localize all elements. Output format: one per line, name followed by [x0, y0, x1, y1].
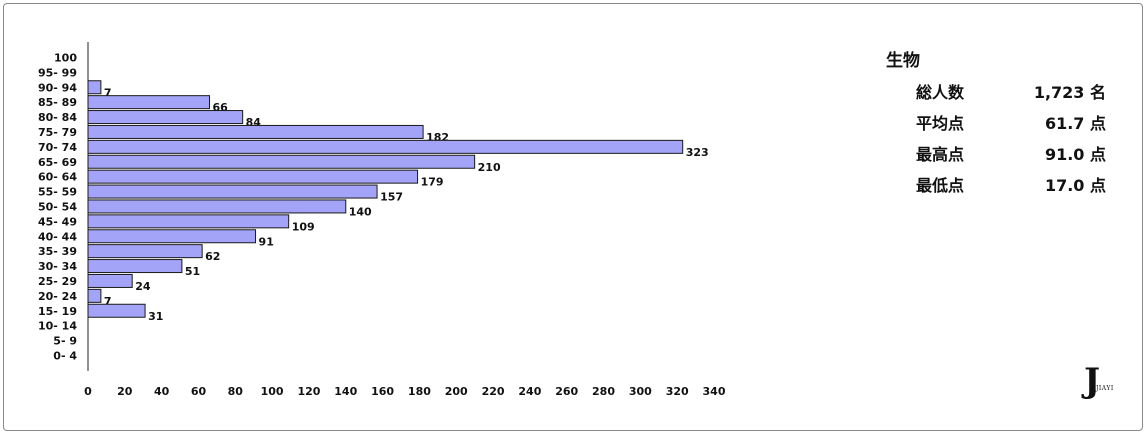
- bar: [87, 229, 257, 244]
- y-tick-label: 30- 34: [38, 260, 77, 273]
- y-tick-label: 5- 9: [53, 335, 77, 348]
- subject-title: 生物: [886, 51, 920, 71]
- stat-value: 91.0 点: [1044, 145, 1106, 164]
- x-tick-label: 300: [629, 385, 652, 398]
- x-tick-label: 40: [154, 385, 170, 398]
- x-tick-label: 100: [261, 385, 284, 398]
- y-tick-label: 40- 44: [38, 230, 77, 243]
- data-label: 51: [185, 265, 200, 278]
- data-label: 323: [686, 146, 709, 159]
- bar: [87, 244, 203, 259]
- x-tick-label: 80: [228, 385, 244, 398]
- x-tick-label: 140: [334, 385, 357, 398]
- y-tick-label: 65- 69: [38, 156, 77, 169]
- bar: [87, 169, 419, 184]
- stat-row-total: 総人数 1,723 名: [886, 79, 1126, 110]
- stats-panel: 生物 総人数 1,723 名 平均点 61.7 点 最高点 91.0 点 最低点…: [886, 46, 1126, 203]
- x-tick-label: 20: [117, 385, 133, 398]
- logo-mark: J: [1084, 361, 1101, 401]
- stat-label: 平均点: [916, 114, 965, 133]
- bar: [87, 95, 211, 110]
- y-tick-label: 20- 24: [38, 290, 77, 303]
- brand-logo: J JIAYI: [1084, 362, 1124, 402]
- x-tick-label: 220: [482, 385, 505, 398]
- x-tick-label: 0: [84, 385, 92, 398]
- y-tick-label: 80- 84: [38, 111, 77, 124]
- bar: [87, 139, 684, 154]
- data-label: 210: [478, 161, 501, 174]
- y-tick-label: 95- 99: [38, 66, 77, 79]
- y-tick-label: 25- 29: [38, 275, 77, 288]
- stat-value: 61.7 点: [1044, 114, 1106, 133]
- data-label: 31: [148, 310, 163, 323]
- x-tick-label: 180: [408, 385, 431, 398]
- data-label: 109: [292, 220, 315, 233]
- y-tick-label: 45- 49: [38, 215, 77, 228]
- y-tick-label: 55- 59: [38, 186, 77, 199]
- x-tick-label: 240: [518, 385, 541, 398]
- bar: [87, 110, 244, 125]
- stat-label: 最高点: [916, 145, 965, 164]
- bar: [87, 214, 290, 229]
- stat-value: 17.0 点: [1044, 176, 1106, 195]
- y-tick-label: 85- 89: [38, 96, 77, 109]
- y-tick-label: 0- 4: [53, 349, 77, 362]
- data-label: 140: [349, 205, 372, 218]
- bar: [87, 259, 183, 274]
- y-tick-label: 50- 54: [38, 200, 77, 213]
- y-tick-label: 75- 79: [38, 126, 77, 139]
- logo-subtext: JIAYI: [1096, 385, 1114, 392]
- y-tick-label: 35- 39: [38, 245, 77, 258]
- bar: [87, 154, 476, 169]
- y-tick-label: 10- 14: [38, 320, 77, 333]
- bar: [87, 124, 424, 139]
- data-label: 7: [104, 86, 112, 99]
- data-label: 157: [380, 191, 403, 204]
- y-tick-label: 100: [54, 51, 77, 64]
- data-label: 24: [135, 280, 151, 293]
- x-tick-label: 320: [666, 385, 689, 398]
- bar: [87, 303, 146, 318]
- x-tick-label: 280: [592, 385, 615, 398]
- x-tick-label: 200: [445, 385, 468, 398]
- bar: [87, 199, 347, 214]
- data-label: 179: [421, 176, 444, 189]
- data-label: 7: [104, 295, 112, 308]
- y-tick-label: 70- 74: [38, 141, 77, 154]
- stat-row-max: 最高点 91.0 点: [886, 141, 1126, 172]
- data-label: 91: [259, 235, 274, 248]
- stat-value: 1,723 名: [1033, 83, 1106, 102]
- stat-label: 総人数: [916, 83, 965, 102]
- x-tick-label: 160: [371, 385, 394, 398]
- x-tick-label: 120: [297, 385, 320, 398]
- y-tick-label: 60- 64: [38, 171, 77, 184]
- x-tick-label: 260: [555, 385, 578, 398]
- stat-row-average: 平均点 61.7 点: [886, 110, 1126, 141]
- x-tick-label: 60: [191, 385, 207, 398]
- data-label: 62: [205, 250, 220, 263]
- bar: [87, 273, 133, 288]
- y-tick-label: 15- 19: [38, 305, 77, 318]
- y-tick-label: 90- 94: [38, 81, 77, 94]
- bar: [87, 80, 102, 95]
- stat-label: 最低点: [916, 176, 965, 195]
- x-tick-label: 340: [703, 385, 726, 398]
- bar: [87, 288, 102, 303]
- stat-row-min: 最低点 17.0 点: [886, 172, 1126, 203]
- bar: [87, 184, 378, 199]
